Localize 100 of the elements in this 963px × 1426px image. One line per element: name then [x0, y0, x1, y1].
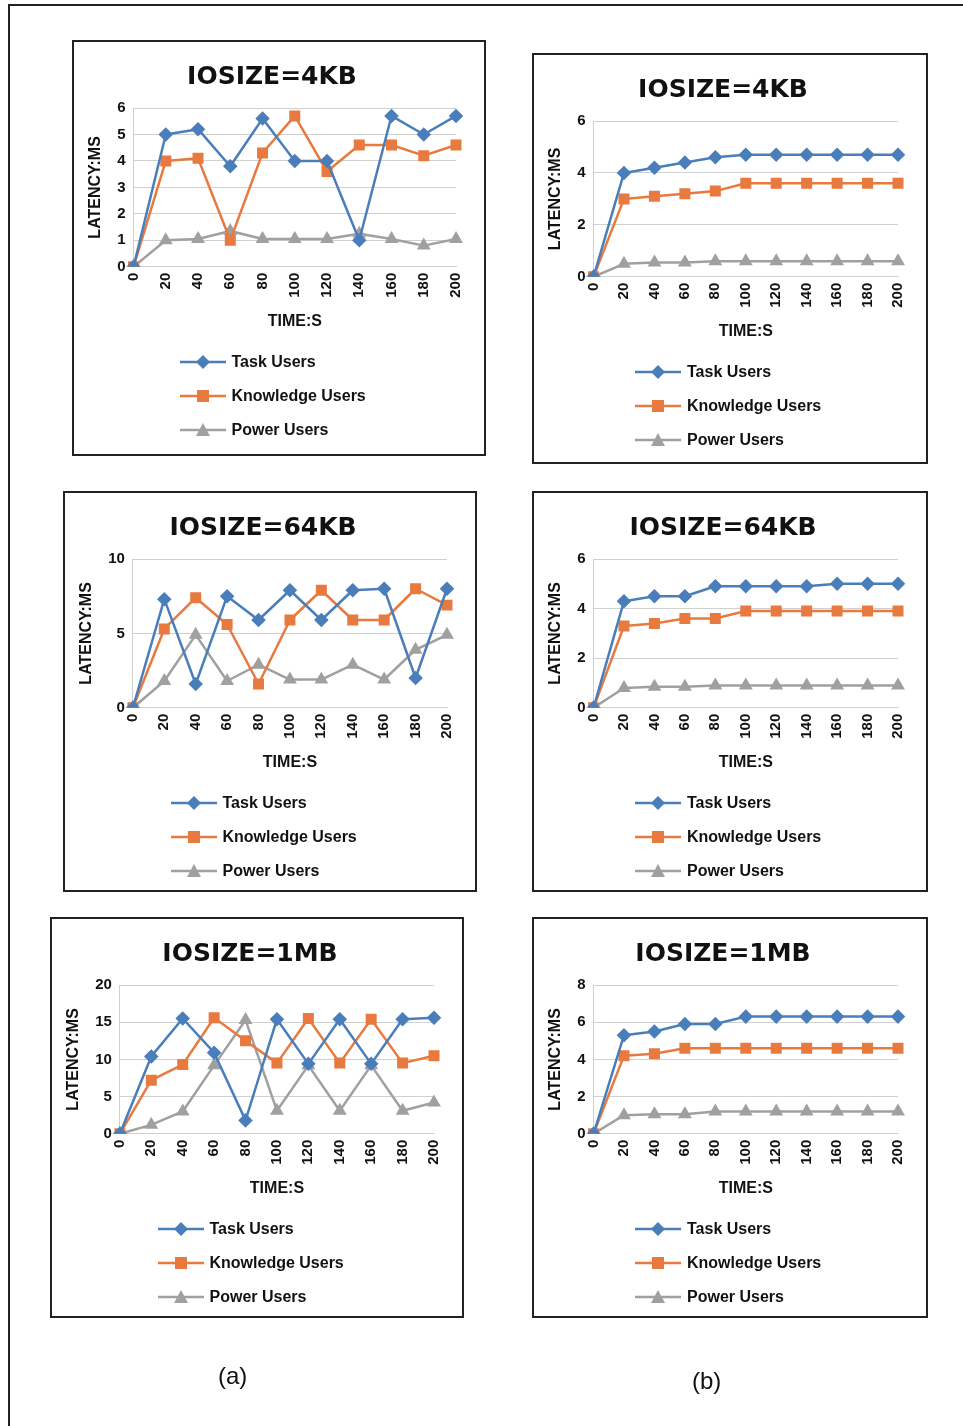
x-tick-label: 140: [796, 282, 814, 308]
y-tick-label: 5: [116, 623, 125, 641]
y-axis-title: LATENCY:MS: [546, 1007, 564, 1111]
x-tick-label: 180: [857, 713, 875, 739]
legend-label: Knowledge Users: [687, 397, 822, 415]
legend-label: Task Users: [687, 1220, 772, 1238]
y-tick-label: 6: [577, 111, 586, 129]
x-axis-title: TIME:S: [262, 752, 318, 770]
legend-label: Task Users: [222, 794, 307, 812]
y-tick-label: 10: [108, 549, 125, 567]
legend-label: Knowledge Users: [687, 828, 822, 846]
x-tick-label: 140: [796, 713, 814, 739]
x-tick-label: 60: [217, 713, 235, 731]
legend-label: Power Users: [231, 421, 329, 439]
chart-title: IOSIZE=4KB: [638, 73, 808, 103]
legend-label: Power Users: [222, 862, 320, 880]
x-tick-label: 200: [446, 272, 464, 298]
x-axis-title: TIME:S: [267, 311, 323, 329]
x-tick-label: 80: [248, 713, 266, 731]
y-tick-label: 0: [117, 256, 126, 274]
x-tick-label: 20: [154, 713, 172, 731]
x-tick-label: 120: [766, 282, 784, 308]
x-tick-label: 120: [766, 1139, 784, 1165]
x-tick-label: 100: [735, 713, 753, 739]
x-tick-label: 160: [827, 282, 845, 308]
y-tick-label: 10: [95, 1049, 112, 1067]
x-tick-label: 200: [424, 1139, 442, 1165]
y-axis-title: LATENCY:MS: [546, 581, 564, 685]
x-tick-label: 120: [298, 1139, 316, 1165]
y-tick-label: 2: [577, 1086, 586, 1104]
x-tick-label: 60: [204, 1139, 222, 1157]
text: (b): [692, 1367, 722, 1395]
y-axis-title: LATENCY:MS: [86, 135, 104, 239]
x-tick-label: 180: [857, 282, 875, 308]
x-tick-label: 200: [888, 713, 906, 739]
y-axis-title: LATENCY:MS: [77, 581, 95, 685]
legend-label: Power Users: [209, 1288, 307, 1306]
y-tick-label: 6: [577, 1012, 586, 1030]
legend-label: Power Users: [687, 431, 784, 449]
y-tick-label: 2: [577, 214, 586, 232]
x-tick-label: 80: [235, 1139, 253, 1157]
legend-label: Task Users: [209, 1220, 294, 1238]
chart-title: IOSIZE=1MB: [635, 937, 811, 967]
x-tick-label: 20: [141, 1139, 159, 1157]
legend-label: Task Users: [687, 794, 772, 812]
x-tick-label: 100: [267, 1139, 285, 1165]
x-tick-label: 20: [155, 272, 173, 290]
legend-label: Task Users: [687, 363, 772, 381]
x-axis-title: TIME:S: [718, 1178, 774, 1196]
x-axis-title: TIME:S: [249, 1178, 305, 1196]
x-tick-label: 100: [735, 1139, 753, 1165]
x-tick-label: 180: [405, 713, 423, 739]
x-tick-label: 180: [857, 1139, 875, 1165]
x-tick-label: 40: [644, 282, 662, 300]
x-tick-label: 60: [675, 1139, 693, 1157]
y-tick-label: 15: [95, 1012, 112, 1030]
x-tick-label: 140: [342, 713, 360, 739]
text: (a): [218, 1362, 248, 1390]
y-tick-label: 4: [577, 1049, 587, 1067]
x-axis-title: TIME:S: [718, 752, 774, 770]
x-tick-label: 160: [827, 1139, 845, 1165]
legend-label: Knowledge Users: [231, 387, 366, 405]
x-tick-label: 200: [437, 713, 455, 739]
x-tick-label: 80: [252, 272, 270, 290]
x-tick-label: 40: [644, 713, 662, 731]
x-tick-label: 20: [614, 1139, 632, 1157]
y-tick-label: 4: [117, 151, 127, 169]
y-axis-title: LATENCY:MS: [546, 147, 564, 251]
x-tick-label: 40: [185, 713, 203, 731]
x-tick-label: 80: [705, 282, 723, 300]
y-tick-label: 2: [117, 203, 126, 221]
y-axis-title: LATENCY:MS: [64, 1007, 82, 1111]
x-axis-title: TIME:S: [718, 321, 774, 339]
x-tick-label: 200: [888, 282, 906, 308]
x-tick-label: 180: [392, 1139, 410, 1165]
legend-label: Task Users: [231, 353, 316, 371]
x-tick-label: 60: [220, 272, 238, 290]
chart-title: IOSIZE=1MB: [162, 937, 338, 967]
x-tick-label: 60: [675, 282, 693, 300]
y-tick-label: 6: [577, 549, 586, 567]
x-tick-label: 140: [796, 1139, 814, 1165]
y-tick-label: 5: [103, 1086, 112, 1104]
legend-label: Power Users: [687, 1288, 784, 1306]
x-tick-label: 80: [705, 713, 723, 731]
chart-title: IOSIZE=4KB: [187, 60, 357, 90]
chart-title: IOSIZE=64KB: [169, 511, 357, 541]
legend-label: Power Users: [687, 862, 784, 880]
x-tick-label: 100: [735, 282, 753, 308]
legend-label: Knowledge Users: [222, 828, 357, 846]
legend-label: Knowledge Users: [687, 1254, 822, 1272]
y-tick-label: 4: [577, 163, 587, 181]
x-tick-label: 40: [172, 1139, 190, 1157]
x-tick-label: 40: [188, 272, 206, 290]
legend-label: Knowledge Users: [209, 1254, 344, 1272]
y-tick-label: 6: [117, 98, 126, 116]
x-tick-label: 40: [644, 1139, 662, 1157]
x-tick-label: 160: [381, 272, 399, 298]
x-tick-label: 100: [280, 713, 298, 739]
x-tick-label: 80: [705, 1139, 723, 1157]
x-tick-label: 160: [374, 713, 392, 739]
